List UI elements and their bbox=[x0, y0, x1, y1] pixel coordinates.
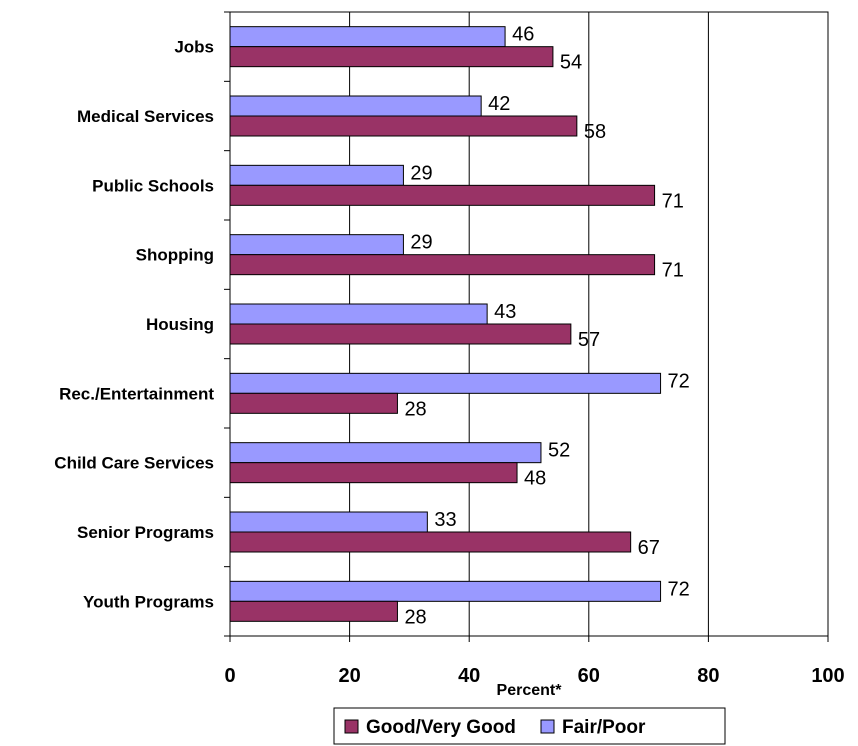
x-tick-label-20: 20 bbox=[338, 665, 360, 687]
legend-box bbox=[333, 707, 726, 745]
legend-label: Good/Very Good bbox=[366, 717, 516, 738]
data-label: 58 bbox=[584, 121, 606, 143]
legend-label: Fair/Poor bbox=[562, 717, 646, 738]
bar-fair-poor-4 bbox=[229, 303, 488, 325]
data-label: 43 bbox=[494, 301, 516, 323]
data-label: 72 bbox=[668, 578, 690, 600]
bar-fair-poor-2 bbox=[229, 164, 404, 186]
bar-good-very-good-1 bbox=[229, 115, 578, 137]
data-label: 72 bbox=[668, 370, 690, 392]
data-label: 29 bbox=[410, 232, 432, 254]
category-label: Youth Programs bbox=[83, 592, 214, 611]
bar-fair-poor-3 bbox=[229, 234, 404, 256]
bar-fair-poor-5 bbox=[229, 372, 662, 394]
category-label: Jobs bbox=[174, 38, 214, 57]
data-label: 28 bbox=[404, 398, 426, 420]
category-label: Senior Programs bbox=[77, 523, 214, 542]
data-label: 29 bbox=[410, 162, 432, 184]
bar-good-very-good-6 bbox=[229, 462, 518, 484]
category-label: Housing bbox=[146, 315, 214, 334]
data-label: 71 bbox=[662, 190, 684, 212]
legend: Good/Very Good Fair/Poor bbox=[333, 707, 726, 745]
category-label: Rec./Entertainment bbox=[59, 384, 214, 403]
category-label: Public Schools bbox=[92, 176, 214, 195]
bar-good-very-good-8 bbox=[229, 600, 398, 622]
data-label: 33 bbox=[434, 509, 456, 531]
x-tick-label-40: 40 bbox=[458, 665, 480, 687]
bar-good-very-good-0 bbox=[229, 46, 554, 68]
data-label: 42 bbox=[488, 93, 510, 115]
category-label: Medical Services bbox=[77, 107, 214, 126]
x-tick-label-0: 0 bbox=[224, 665, 235, 687]
bar-fair-poor-0 bbox=[229, 26, 506, 48]
bar-good-very-good-5 bbox=[229, 392, 398, 414]
y-axis: Jobs Medical Services Public Schools Shoppi… bbox=[54, 11, 231, 637]
bar-good-very-good-3 bbox=[229, 254, 656, 276]
x-tick-label-80: 80 bbox=[697, 665, 719, 687]
data-label: 28 bbox=[404, 606, 426, 628]
bar-fair-poor-7 bbox=[229, 511, 428, 533]
bar-fair-poor-8 bbox=[229, 580, 662, 602]
legend-swatch bbox=[344, 719, 359, 734]
data-label: 46 bbox=[512, 24, 534, 46]
data-label: 52 bbox=[548, 440, 570, 462]
data-label: 48 bbox=[524, 468, 546, 490]
x-axis: 0 20 40 60 80 100 bbox=[224, 635, 845, 687]
category-label: Child Care Services bbox=[54, 454, 214, 473]
data-label: 57 bbox=[578, 329, 600, 351]
x-axis-title: Percent* bbox=[497, 682, 563, 699]
data-label: 54 bbox=[560, 52, 582, 74]
bar-good-very-good-4 bbox=[229, 323, 572, 345]
x-tick-label-100: 100 bbox=[811, 665, 844, 687]
bar-good-very-good-2 bbox=[229, 184, 656, 206]
bar-good-very-good-7 bbox=[229, 531, 632, 553]
bar-fair-poor-6 bbox=[229, 442, 542, 464]
data-label: 67 bbox=[638, 537, 660, 559]
legend-swatch bbox=[540, 719, 555, 734]
category-label: Shopping bbox=[136, 246, 214, 265]
bar-fair-poor-1 bbox=[229, 95, 482, 117]
data-label: 71 bbox=[662, 260, 684, 282]
x-tick-label-60: 60 bbox=[578, 665, 600, 687]
